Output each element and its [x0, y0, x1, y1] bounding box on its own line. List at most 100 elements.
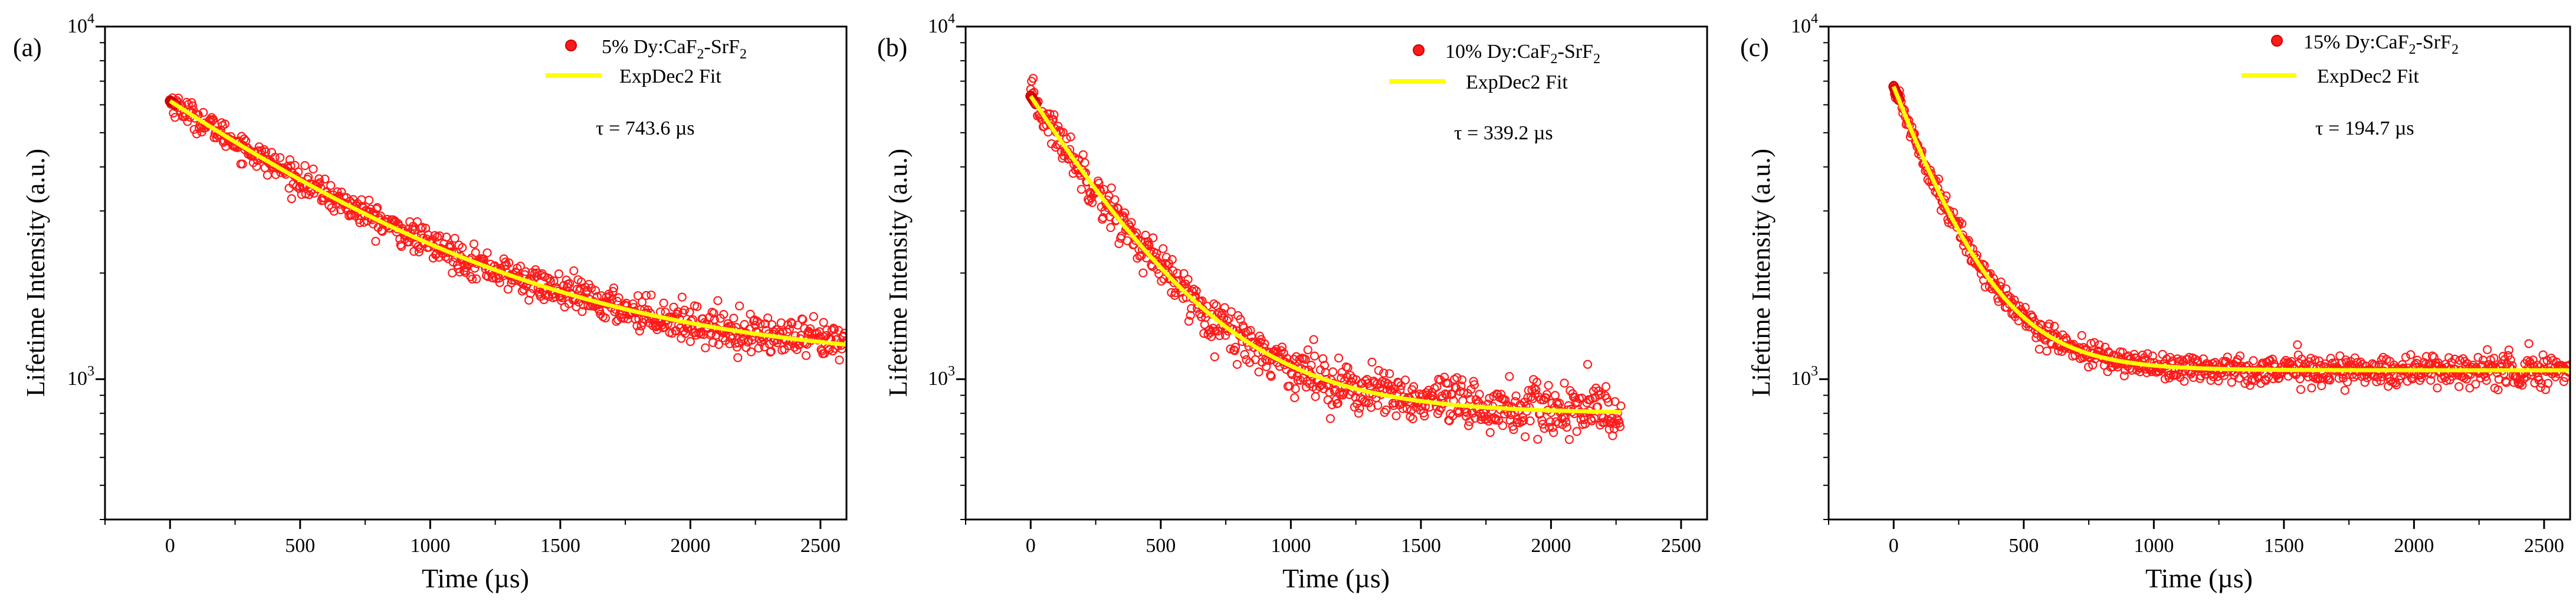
data-point — [1127, 218, 1136, 227]
data-point — [1564, 434, 1574, 445]
data-point — [1325, 414, 1335, 423]
data-point — [805, 324, 815, 334]
data-point — [1218, 308, 1227, 318]
data-point — [1078, 150, 1088, 159]
data-point — [1266, 371, 1276, 381]
data-point — [2045, 319, 2054, 329]
data-point — [746, 347, 756, 357]
plot-frame — [1827, 25, 2571, 521]
data-point — [1367, 357, 1377, 367]
data-point — [1385, 369, 1394, 378]
data-point — [677, 334, 686, 343]
y-tick-label-1000: 103 — [928, 364, 955, 390]
data-point — [1311, 392, 1320, 401]
data-point — [633, 291, 643, 300]
legend-label-fit: ExpDec2 Fit — [619, 66, 721, 87]
x-tick-label: 2000 — [1531, 535, 1571, 557]
data-point — [2020, 303, 2030, 312]
data-point — [792, 345, 802, 354]
data-point — [1396, 385, 1405, 394]
data-point — [1333, 398, 1343, 408]
data-point — [1181, 279, 1190, 289]
data-point — [2089, 338, 2099, 347]
x-tick-label: 500 — [285, 535, 315, 557]
data-point — [1560, 378, 1569, 388]
data-point — [2376, 376, 2385, 385]
data-point — [1544, 381, 1553, 390]
data-point — [590, 286, 600, 295]
data-point — [300, 161, 310, 171]
plot-frame — [964, 25, 1708, 521]
data-point — [1043, 128, 1053, 137]
data-point — [2450, 354, 2460, 364]
data-point — [1363, 379, 1373, 388]
data-point — [546, 277, 555, 286]
data-point — [1379, 368, 1389, 378]
data-point — [1355, 403, 1364, 413]
tau-annotation: τ = 194.7 µs — [2315, 117, 2414, 139]
data-point — [719, 309, 729, 319]
data-point — [1561, 417, 1571, 427]
data-point — [1159, 275, 1169, 284]
axis-ticks: 0 500 1000 1500 2000 2500 — [96, 25, 841, 557]
data-point — [2293, 340, 2302, 349]
data-point — [659, 298, 668, 308]
data-point — [819, 318, 828, 327]
data-point — [2295, 374, 2305, 384]
data-point — [766, 347, 776, 356]
data-point — [2506, 355, 2515, 365]
panel-label: (a) — [13, 33, 42, 62]
data-point — [763, 313, 773, 323]
data-point — [309, 164, 318, 174]
data-point — [1214, 308, 1223, 318]
data-point — [285, 155, 295, 165]
data-point — [1302, 377, 1312, 386]
data-point — [287, 194, 296, 204]
data-point — [2306, 354, 2315, 363]
data-point — [526, 289, 536, 298]
x-axis-label: Time (µs) — [422, 563, 529, 593]
data-point — [1485, 393, 1494, 403]
data-point — [2001, 284, 2011, 293]
data-point — [192, 129, 201, 139]
data-point — [1420, 411, 1429, 421]
data-point — [1475, 390, 1484, 399]
data-point — [1192, 286, 1201, 296]
x-tick-label: 1500 — [2264, 535, 2304, 557]
data-point — [1291, 384, 1300, 394]
data-point — [1381, 405, 1391, 415]
fit-line — [169, 99, 846, 347]
data-point — [238, 159, 247, 169]
data-point — [608, 287, 618, 296]
data-point — [2372, 377, 2381, 387]
data-point — [320, 174, 330, 184]
data-point — [1113, 204, 1123, 213]
data-point — [2401, 352, 2410, 362]
data-point — [1048, 115, 1058, 124]
data-point — [1246, 326, 1255, 335]
data-point — [1616, 401, 1626, 411]
y-axis-label: Lifetime Intensity (a.u.) — [884, 149, 913, 397]
x-tick-label: 1000 — [2134, 535, 2174, 557]
plot-area — [1888, 80, 2570, 395]
data-point — [1106, 223, 1115, 233]
legend-marker-points — [1413, 44, 1425, 56]
data-point — [2143, 349, 2152, 358]
data-point — [2077, 331, 2086, 340]
data-point — [2493, 385, 2503, 395]
data-point — [199, 107, 208, 117]
data-point — [614, 293, 624, 302]
data-point — [1497, 390, 1506, 399]
data-point — [1406, 412, 1415, 422]
data-point — [1377, 377, 1387, 387]
data-point — [275, 153, 285, 162]
x-tick-label: 2500 — [800, 535, 841, 557]
data-point — [1537, 416, 1547, 425]
data-point — [1491, 415, 1500, 425]
data-point — [1587, 416, 1597, 426]
data-point — [220, 119, 229, 129]
data-point — [1179, 269, 1189, 278]
data-point — [1354, 409, 1363, 418]
data-point — [569, 266, 579, 276]
data-point — [740, 319, 749, 329]
